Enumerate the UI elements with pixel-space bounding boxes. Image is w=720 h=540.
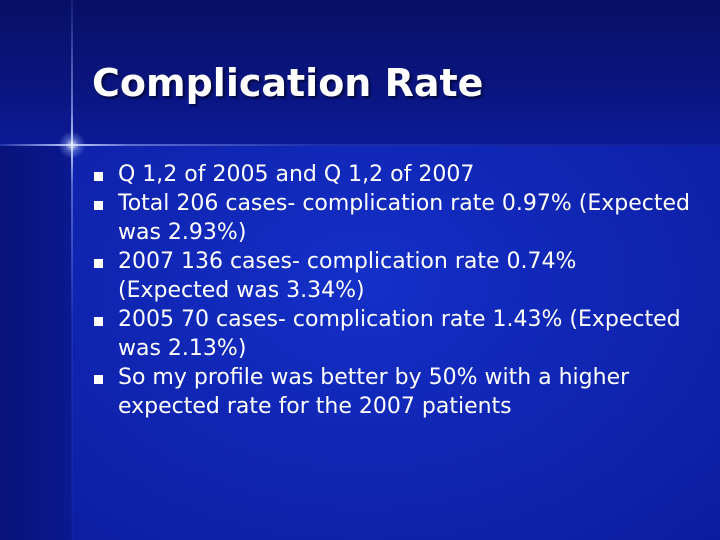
bullet-item: Total 206 cases- complication rate 0.97%… [94, 189, 694, 247]
square-bullet-icon [94, 201, 103, 210]
header-band [0, 0, 720, 146]
square-bullet-icon [94, 317, 103, 326]
bullet-list: Q 1,2 of 2005 and Q 1,2 of 2007 Total 20… [94, 160, 694, 421]
bullet-text: Q 1,2 of 2005 and Q 1,2 of 2007 [118, 162, 475, 187]
star-horizontal-ray [0, 144, 720, 146]
square-bullet-icon [94, 172, 103, 181]
star-vertical-ray [71, 0, 73, 540]
bullet-text: So my profile was better by 50% with a h… [118, 365, 630, 419]
square-bullet-icon [94, 375, 103, 384]
bullet-item: 2007 136 cases- complication rate 0.74% … [94, 247, 694, 305]
bullet-text: Total 206 cases- complication rate 0.97%… [118, 191, 690, 245]
bullet-item: So my profile was better by 50% with a h… [94, 363, 694, 421]
square-bullet-icon [94, 259, 103, 268]
star-sparkle-icon [58, 131, 86, 159]
slide-title: Complication Rate [92, 61, 484, 105]
content-area [72, 146, 720, 540]
left-band [0, 146, 72, 540]
bullet-item: Q 1,2 of 2005 and Q 1,2 of 2007 [94, 160, 694, 189]
bullet-text: 2005 70 cases- complication rate 1.43% (… [118, 307, 681, 361]
bullet-item: 2005 70 cases- complication rate 1.43% (… [94, 305, 694, 363]
bullet-text: 2007 136 cases- complication rate 0.74% … [118, 249, 577, 303]
